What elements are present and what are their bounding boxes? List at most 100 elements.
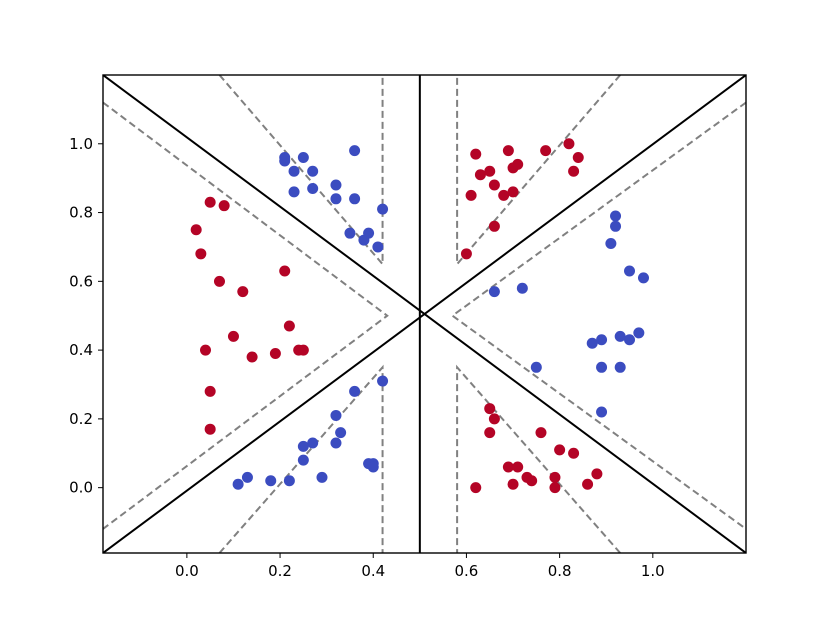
margin-line-1 bbox=[103, 101, 389, 530]
point-class-a-31 bbox=[488, 220, 500, 232]
x-tick-label-5: 0.8 bbox=[548, 562, 572, 580]
y-tick-label-6: 1.0 bbox=[69, 135, 93, 153]
point-class-a-36 bbox=[535, 427, 547, 439]
point-class-b-13 bbox=[344, 227, 356, 239]
point-class-a-11 bbox=[246, 351, 258, 363]
y-tick-label-4: 0.6 bbox=[69, 272, 93, 290]
point-class-a-1 bbox=[204, 196, 216, 208]
point-class-a-24 bbox=[540, 145, 552, 157]
point-class-b-22 bbox=[488, 286, 500, 298]
margin-line-6 bbox=[456, 364, 621, 553]
point-class-a-16 bbox=[204, 423, 216, 435]
point-class-b-26 bbox=[614, 330, 626, 342]
point-class-a-9 bbox=[227, 330, 239, 342]
point-class-b-20 bbox=[624, 265, 636, 277]
point-class-b-44 bbox=[241, 471, 253, 483]
point-class-a-17 bbox=[470, 148, 482, 160]
point-class-a-25 bbox=[563, 138, 575, 150]
point-class-a-40 bbox=[512, 461, 524, 473]
margin-line-3 bbox=[218, 75, 384, 267]
point-class-b-46 bbox=[265, 475, 277, 487]
point-class-b-5 bbox=[288, 165, 300, 177]
point-class-a-30 bbox=[507, 186, 519, 198]
point-class-b-25 bbox=[596, 334, 608, 346]
point-class-a-15 bbox=[204, 385, 216, 397]
boundary-line-2 bbox=[103, 75, 746, 553]
point-class-b-37 bbox=[330, 437, 342, 449]
point-class-b-12 bbox=[377, 203, 389, 215]
point-class-a-12 bbox=[269, 348, 281, 360]
point-class-a-48 bbox=[591, 468, 603, 480]
point-class-b-38 bbox=[307, 437, 319, 449]
point-class-a-42 bbox=[526, 475, 538, 487]
y-tick-label-3: 0.4 bbox=[69, 341, 93, 359]
point-class-a-19 bbox=[484, 165, 496, 177]
point-class-b-43 bbox=[367, 461, 379, 473]
point-class-b-8 bbox=[307, 182, 319, 194]
x-tick-label-6: 1.0 bbox=[641, 562, 665, 580]
point-class-a-23 bbox=[512, 158, 524, 170]
point-class-b-40 bbox=[297, 454, 309, 466]
point-class-a-18 bbox=[474, 169, 486, 181]
point-class-b-34 bbox=[349, 385, 361, 397]
point-class-a-26 bbox=[572, 152, 584, 164]
x-tick-label-1: 0.0 bbox=[175, 562, 199, 580]
point-class-b-48 bbox=[316, 471, 328, 483]
point-class-a-7 bbox=[279, 265, 291, 277]
point-class-a-21 bbox=[502, 145, 514, 157]
point-class-a-37 bbox=[554, 444, 566, 456]
point-class-b-19 bbox=[605, 238, 617, 250]
point-class-b-11 bbox=[349, 193, 361, 205]
y-tick-label-1: 0.0 bbox=[69, 479, 93, 497]
y-tick-label-2: 0.2 bbox=[69, 410, 93, 428]
plot-area: 0.0 0.2 0.4 0.6 0.8 1.0 0.0 0.2 0.4 0.6 0.8 1.0 bbox=[69, 74, 747, 580]
point-class-a-46 bbox=[549, 482, 561, 494]
x-tick-label-4: 0.6 bbox=[455, 562, 479, 580]
point-class-a-27 bbox=[568, 165, 580, 177]
point-class-b-45 bbox=[232, 478, 244, 490]
point-class-a-43 bbox=[507, 478, 519, 490]
point-class-a-2 bbox=[218, 200, 230, 212]
point-class-b-21 bbox=[637, 272, 649, 284]
point-class-b-4 bbox=[297, 152, 309, 164]
margin-line-4 bbox=[456, 75, 621, 267]
point-class-a-45 bbox=[549, 471, 561, 483]
point-class-a-6 bbox=[237, 286, 249, 298]
point-class-a-33 bbox=[484, 403, 496, 415]
point-class-b-27 bbox=[624, 334, 636, 346]
point-class-b-36 bbox=[335, 427, 347, 439]
point-class-b-10 bbox=[330, 193, 342, 205]
x-tick-label-2: 0.2 bbox=[268, 562, 292, 580]
point-class-b-35 bbox=[330, 409, 342, 421]
point-class-b-33 bbox=[377, 375, 389, 387]
point-class-b-47 bbox=[283, 475, 295, 487]
point-class-b-17 bbox=[610, 210, 622, 222]
point-class-a-10 bbox=[200, 344, 212, 356]
margin-line-5 bbox=[218, 364, 384, 553]
point-class-b-16 bbox=[372, 241, 384, 253]
point-class-b-29 bbox=[530, 361, 542, 373]
point-class-a-4 bbox=[195, 248, 207, 260]
point-class-b-31 bbox=[614, 361, 626, 373]
point-class-a-5 bbox=[213, 275, 225, 287]
point-class-a-39 bbox=[502, 461, 514, 473]
point-class-b-18 bbox=[610, 220, 622, 232]
point-class-a-3 bbox=[190, 224, 202, 236]
point-class-a-32 bbox=[460, 248, 472, 260]
point-class-b-32 bbox=[596, 406, 608, 418]
point-class-b-30 bbox=[596, 361, 608, 373]
point-class-a-35 bbox=[484, 427, 496, 439]
point-class-b-1 bbox=[349, 145, 361, 157]
axes-frame bbox=[102, 74, 747, 554]
point-class-a-8 bbox=[283, 320, 295, 332]
point-class-b-39 bbox=[297, 440, 309, 452]
y-tick-label-5: 0.8 bbox=[69, 204, 93, 222]
point-class-b-23 bbox=[516, 282, 528, 294]
point-class-b-7 bbox=[288, 186, 300, 198]
point-class-a-47 bbox=[582, 478, 594, 490]
point-class-a-44 bbox=[470, 482, 482, 494]
point-class-a-14 bbox=[297, 344, 309, 356]
point-class-b-24 bbox=[586, 337, 598, 349]
point-class-a-34 bbox=[488, 413, 500, 425]
